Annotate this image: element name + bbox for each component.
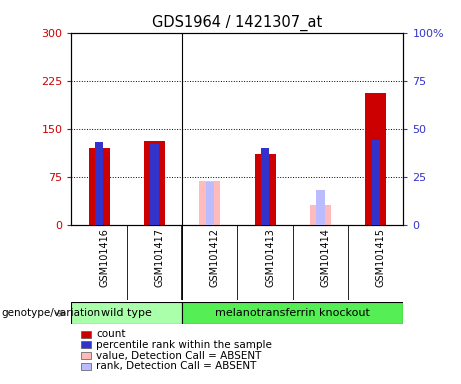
Text: count: count bbox=[96, 329, 126, 339]
Title: GDS1964 / 1421307_at: GDS1964 / 1421307_at bbox=[152, 15, 323, 31]
Bar bbox=[71, 302, 182, 324]
Text: GSM101412: GSM101412 bbox=[210, 228, 220, 287]
Text: GSM101417: GSM101417 bbox=[154, 228, 165, 287]
Bar bbox=[144, 141, 165, 225]
Bar bbox=[206, 182, 214, 225]
Bar bbox=[199, 181, 220, 225]
Text: percentile rank within the sample: percentile rank within the sample bbox=[96, 340, 272, 350]
Bar bbox=[95, 142, 103, 225]
Bar bbox=[182, 302, 403, 324]
Bar bbox=[310, 205, 331, 225]
Bar bbox=[316, 190, 325, 225]
Bar bbox=[89, 148, 110, 225]
Text: genotype/variation: genotype/variation bbox=[1, 308, 100, 318]
Text: melanotransferrin knockout: melanotransferrin knockout bbox=[215, 308, 370, 318]
Text: GSM101416: GSM101416 bbox=[99, 228, 109, 287]
Bar bbox=[150, 144, 159, 225]
Text: wild type: wild type bbox=[101, 308, 152, 318]
Bar bbox=[372, 140, 380, 225]
Text: GSM101414: GSM101414 bbox=[320, 228, 331, 287]
Text: GSM101413: GSM101413 bbox=[265, 228, 275, 287]
Text: rank, Detection Call = ABSENT: rank, Detection Call = ABSENT bbox=[96, 361, 257, 371]
Bar bbox=[254, 154, 276, 225]
Text: value, Detection Call = ABSENT: value, Detection Call = ABSENT bbox=[96, 351, 262, 361]
Bar bbox=[261, 148, 269, 225]
Text: GSM101415: GSM101415 bbox=[376, 228, 386, 287]
Bar bbox=[365, 93, 386, 225]
